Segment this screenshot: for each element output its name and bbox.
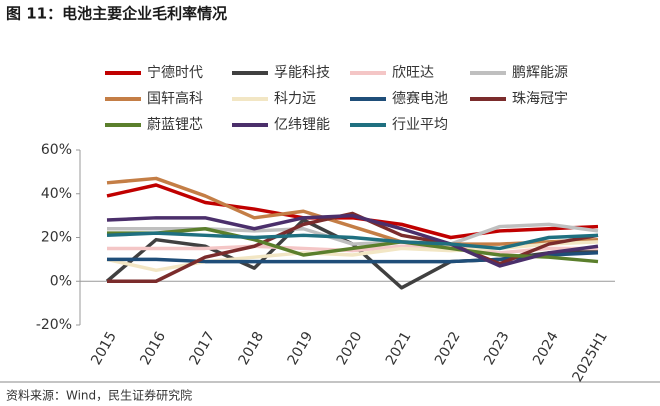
source: 资料来源：Wind，民生证券研究院	[6, 388, 192, 403]
legend-label: 蔚蓝锂芯	[147, 117, 203, 133]
x-tick-label: 2020	[334, 329, 366, 368]
x-tick-label: 2017	[186, 329, 218, 368]
series-line	[107, 244, 598, 255]
x-tick-label: 2023	[481, 329, 513, 368]
legend-label: 德赛电池	[392, 91, 448, 107]
legend-label: 珠海冠宇	[512, 91, 568, 107]
legend-label: 国轩高科	[147, 90, 203, 107]
legend-label: 孚能科技	[274, 65, 330, 81]
legend-label: 鹏辉能源	[512, 65, 568, 81]
y-tick-label: 60%	[41, 142, 72, 158]
x-tick-label: 2021	[383, 329, 415, 368]
x-tick-label: 2019	[285, 329, 317, 368]
x-tick-label: 2018	[236, 329, 268, 368]
x-tick-label: 2015	[88, 329, 120, 368]
x-tick-label: 2022	[432, 329, 464, 368]
legend-label: 亿纬锂能	[274, 117, 330, 133]
series-line	[107, 227, 599, 264]
legend-label: 宁德时代	[147, 64, 203, 81]
series-line	[106, 213, 599, 268]
x-tick-label: 2016	[137, 329, 169, 368]
legend-label: 欣旺达	[392, 65, 434, 81]
x-tick-label: 2025H1	[570, 329, 611, 385]
y-tick-label: -20%	[36, 317, 72, 333]
y-tick-label: 40%	[41, 186, 72, 202]
y-tick-label: 20%	[41, 230, 72, 246]
legend-label: 科力远	[274, 91, 316, 107]
series-line	[106, 183, 599, 240]
series-line	[106, 231, 599, 251]
legend-label: 行业平均	[392, 117, 448, 133]
chart-title: 图 11：电池主要企业毛利率情况	[6, 5, 227, 23]
y-tick-label: 0%	[50, 273, 72, 289]
x-tick-label: 2024	[530, 329, 562, 368]
